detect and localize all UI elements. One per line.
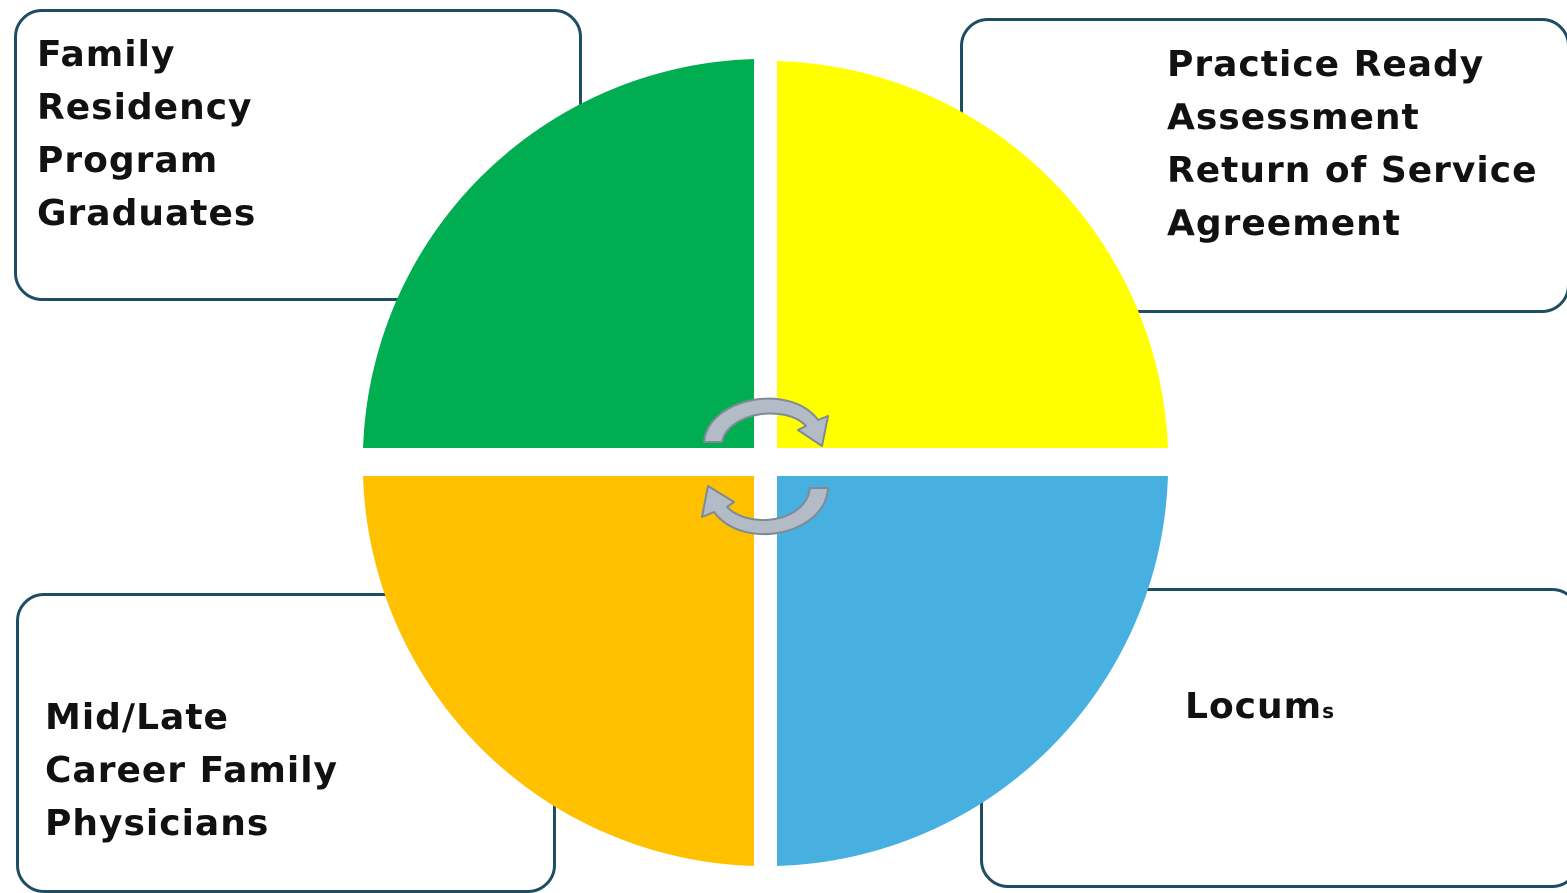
circular-arrows-icon <box>701 397 829 536</box>
label-line: Locums <box>1185 680 1334 738</box>
quadrant-top-right <box>777 61 1168 448</box>
label-box-bottom-left <box>16 593 556 893</box>
quadrant-top-left <box>363 59 754 448</box>
quadrant-bottom-right <box>777 476 1168 866</box>
label-line: Agreement <box>1167 203 1401 244</box>
label-line: Graduates <box>37 193 257 234</box>
label-locums: Locums <box>1185 680 1334 738</box>
quadrant-bottom-left <box>363 476 754 866</box>
label-locum-main: Locum <box>1185 686 1323 727</box>
label-line: Practice Ready <box>1167 44 1485 85</box>
label-line: Career Family <box>45 750 339 791</box>
label-practice-ready-assessment: Practice Ready Assessment Return of Serv… <box>1167 38 1537 250</box>
label-line: Program <box>37 140 219 181</box>
label-line: Return of Service <box>1167 150 1538 191</box>
label-line: Residency <box>37 87 253 128</box>
label-line: Physicians <box>45 803 270 844</box>
label-line: Mid/Late <box>45 697 229 738</box>
label-family-residency-graduates: Family Residency Program Graduates <box>37 28 256 240</box>
label-line: Family <box>37 34 176 75</box>
label-mid-late-career-physicians: Mid/Late Career Family Physicians <box>45 691 338 850</box>
label-locum-suffix: s <box>1322 699 1335 723</box>
label-line: Assessment <box>1167 97 1420 138</box>
